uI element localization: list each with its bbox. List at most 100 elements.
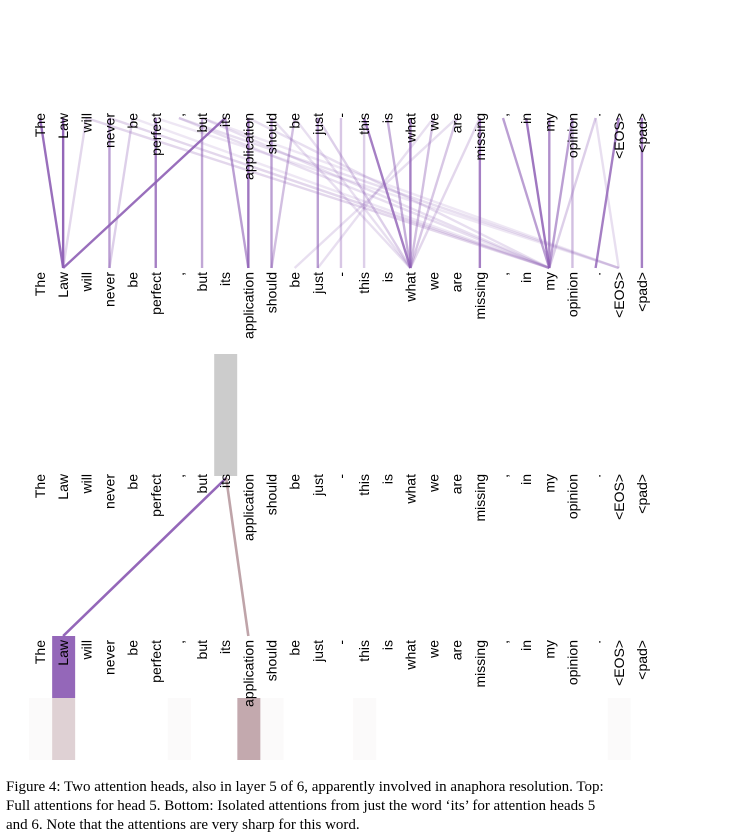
caption-line-2: Full attentions for head 5. Bottom: Isol…	[6, 798, 596, 814]
attention-edge	[548, 117, 597, 269]
attention-edge	[62, 477, 228, 637]
bottom-source-token: be	[287, 474, 303, 490]
bottom-target-token: <EOS>	[611, 640, 627, 686]
top-source-token: missing	[472, 113, 488, 160]
attention-edge	[62, 117, 227, 269]
top-target-token: my	[541, 272, 557, 291]
bottom-source-token: be	[125, 474, 141, 490]
bottom-source-token: The	[32, 474, 48, 498]
bottom-source-token: this	[356, 474, 372, 496]
bottom-source-token: are	[449, 474, 465, 494]
top-source-token: just	[310, 113, 326, 136]
bottom-source-token: ,	[171, 474, 187, 478]
figure-caption: Figure 4: Two attention heads, also in l…	[6, 778, 706, 835]
bottom-target-token: Law	[55, 639, 71, 666]
top-attention-panel: The Law will never be perfect, but its applicati…	[32, 112, 650, 339]
bottom-target-token: -	[333, 640, 349, 645]
bottom-source-token: we	[426, 474, 442, 493]
bottom-source-token: is	[379, 474, 395, 484]
bottom-attention-bars	[29, 354, 631, 760]
top-source-token: its	[217, 113, 233, 127]
top-source-token: in	[518, 113, 534, 124]
attention-edge	[594, 117, 620, 269]
bottom-source-tokens: The Law will never be perfect, but its applicati…	[32, 473, 650, 541]
bottom-target-token: .	[588, 640, 604, 644]
bottom-target-token: be	[287, 640, 303, 656]
attention-edge	[224, 477, 250, 637]
top-source-token: The	[32, 113, 48, 137]
attention-edge	[501, 117, 551, 269]
top-source-token: we	[426, 113, 442, 132]
caption-line-1: Figure 4: Two attention heads, also in l…	[6, 779, 604, 795]
attention-edge	[409, 117, 458, 269]
top-source-token: be	[125, 113, 141, 129]
attention-edge	[109, 116, 550, 270]
bottom-source-token: missing	[472, 474, 488, 521]
bottom-attention-panel: The Law will never be perfect, but its applicati…	[29, 354, 650, 760]
attention-edge	[61, 117, 88, 269]
bottom-target-token: <pad>	[634, 640, 650, 680]
bottom-target-token: this	[356, 640, 372, 662]
top-target-token: never	[101, 272, 117, 307]
attention-edge	[38, 117, 65, 269]
bottom-target-token: what	[402, 640, 418, 671]
bottom-source-token: my	[541, 474, 557, 493]
top-target-token: The	[32, 272, 48, 296]
bottom-target-token: is	[379, 640, 395, 650]
top-target-token: Law	[55, 271, 71, 298]
bottom-target-token: ,	[171, 640, 187, 644]
top-source-token: ,	[171, 113, 187, 117]
top-source-token: perfect	[148, 113, 164, 156]
top-source-token: this	[356, 113, 372, 135]
bottom-source-token: opinion	[564, 474, 580, 519]
top-source-token: Law	[55, 112, 71, 139]
attention-bar	[167, 698, 191, 760]
attention-bar	[29, 698, 52, 760]
top-source-token: should	[264, 113, 280, 154]
top-source-token: -	[333, 113, 349, 118]
bottom-source-token: Law	[55, 473, 71, 500]
bottom-source-token: its	[217, 474, 233, 488]
top-target-token: missing	[472, 272, 488, 319]
attention-edge	[270, 117, 296, 269]
top-source-token: my	[541, 113, 557, 132]
attention-edge	[201, 116, 550, 270]
bottom-target-token: in	[518, 640, 534, 651]
bottom-target-token: perfect	[148, 640, 164, 683]
attention-figure: The Law will never be perfect, but its applicati…	[29, 112, 650, 760]
attention-bar	[607, 698, 631, 760]
top-target-token: perfect	[148, 272, 164, 315]
attention-edge	[316, 117, 412, 269]
bottom-target-token: its	[217, 640, 233, 654]
top-target-token: this	[356, 272, 372, 294]
top-target-token: .	[588, 272, 604, 276]
top-target-token: ,	[495, 272, 511, 276]
top-source-token: <pad>	[634, 113, 650, 153]
top-source-token: is	[379, 113, 395, 123]
attention-edge	[270, 117, 412, 269]
source-highlight	[214, 354, 238, 476]
bottom-target-tokens: The Law will never be perfect, but its applicati…	[32, 639, 650, 707]
bottom-target-token: never	[101, 640, 117, 675]
bottom-target-token: we	[426, 640, 442, 659]
attention-edge	[362, 117, 412, 269]
attention-edge	[548, 117, 574, 269]
bottom-source-token: in	[518, 474, 534, 485]
top-source-token: be	[287, 113, 303, 129]
bottom-source-token: .	[588, 474, 604, 478]
top-target-tokens: The Law will never be perfect, but its applicati…	[32, 271, 650, 339]
bottom-source-token: should	[264, 474, 280, 515]
bottom-attention-edges	[62, 477, 250, 637]
top-target-token: will	[78, 272, 94, 292]
bottom-source-token: perfect	[148, 474, 164, 517]
top-target-token: just	[310, 272, 326, 295]
top-source-token: will	[78, 113, 94, 133]
top-target-token: -	[333, 272, 349, 277]
attention-edge	[409, 117, 435, 269]
attention-bar	[237, 698, 261, 760]
bottom-target-token: should	[264, 640, 280, 681]
caption-line-3: and 6. Note that the attentions are very…	[6, 817, 360, 833]
top-target-token: we	[426, 272, 442, 291]
attention-edge	[524, 117, 551, 269]
attention-edge	[178, 116, 550, 270]
